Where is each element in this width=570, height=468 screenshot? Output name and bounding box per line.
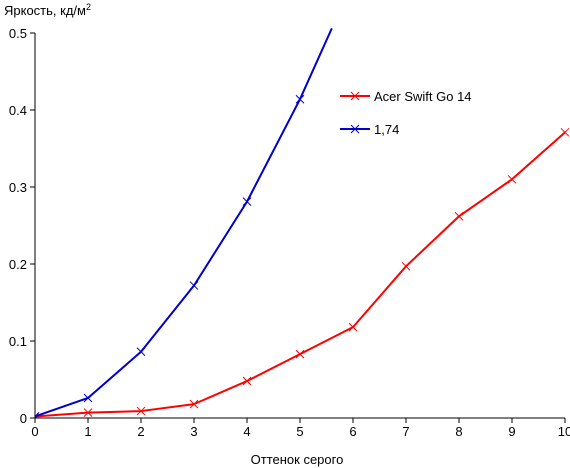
legend-item-2: 1,74 [340,122,399,137]
y-axis-label-text: Яркость, кд/м [4,3,86,18]
x-tick-label: 2 [137,424,144,439]
data-point-marker [83,393,93,403]
data-point-marker [560,127,570,137]
legend-label: 1,74 [374,122,399,137]
plot-area: 0 1 2 3 4 5 6 7 8 9 10 0 0.1 0.2 0.3 0.4 0.5 [9,26,570,439]
data-point-marker [189,399,199,409]
data-point-marker [454,211,464,221]
y-tick-label: 0.2 [9,257,27,272]
series-2 [35,27,333,418]
x-tick-label: 1 [84,424,91,439]
y-tick-label: 0 [20,411,27,426]
data-point-marker [295,349,305,359]
data-point-marker [401,261,411,271]
series-layer [35,27,570,418]
legend-label: Acer Swift Go 14 [374,89,472,104]
data-point-marker [348,322,358,332]
y-tick-label: 0.5 [9,26,27,41]
data-point-marker [242,376,252,386]
y-axis-ticks: 0 0.1 0.2 0.3 0.4 0.5 [9,26,35,426]
x-tick-label: 3 [190,424,197,439]
x-tick-label: 10 [558,424,570,439]
x-tick-label: 8 [455,424,462,439]
y-tick-label: 0.4 [9,103,27,118]
x-axis-label: Оттенок серого [251,452,344,467]
x-tick-label: 6 [349,424,356,439]
data-point-marker [136,347,146,357]
data-point-marker [35,412,40,418]
x-tick-label: 5 [296,424,303,439]
legend: Acer Swift Go 14 1,74 [340,89,472,137]
legend-item-1: Acer Swift Go 14 [340,89,472,104]
x-tick-label: 9 [508,424,515,439]
x-tick-label: 0 [31,424,38,439]
data-point-marker [507,174,517,184]
x-axis-ticks: 0 1 2 3 4 5 6 7 8 9 10 [31,418,570,439]
data-point-marker [189,281,199,290]
data-point-marker [83,408,93,417]
x-tick-label: 4 [243,424,250,439]
data-point-marker [136,406,146,416]
data-point-marker [295,94,305,104]
legend-marker [350,91,360,101]
y-axis-label: Яркость, кд/м2 [4,2,91,18]
series-1 [35,127,570,418]
data-point-marker [242,197,252,206]
y-tick-label: 0.3 [9,180,27,195]
x-tick-label: 7 [402,424,409,439]
y-axis-label-superscript: 2 [86,2,91,12]
y-tick-label: 0.1 [9,334,27,349]
legend-marker [350,124,360,134]
series-line [35,27,333,418]
